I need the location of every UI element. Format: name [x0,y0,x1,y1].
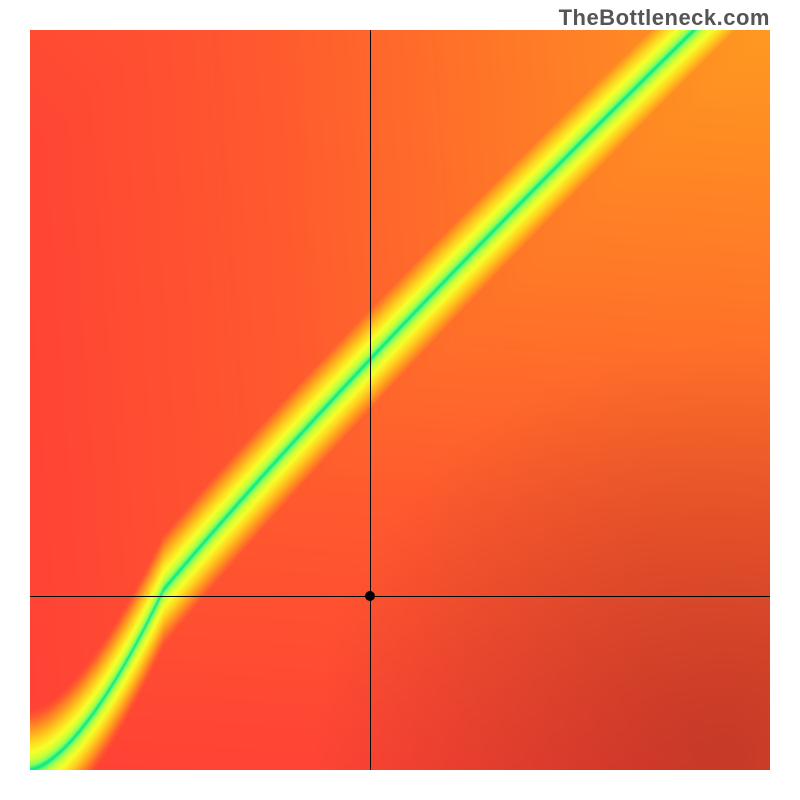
crosshair-vertical [370,30,371,770]
crosshair-horizontal [30,596,770,597]
chart-container: TheBottleneck.com [0,0,800,800]
crosshair-marker [365,591,375,601]
heatmap-plot [30,30,770,770]
watermark-text: TheBottleneck.com [559,5,770,31]
heatmap-canvas [30,30,770,770]
